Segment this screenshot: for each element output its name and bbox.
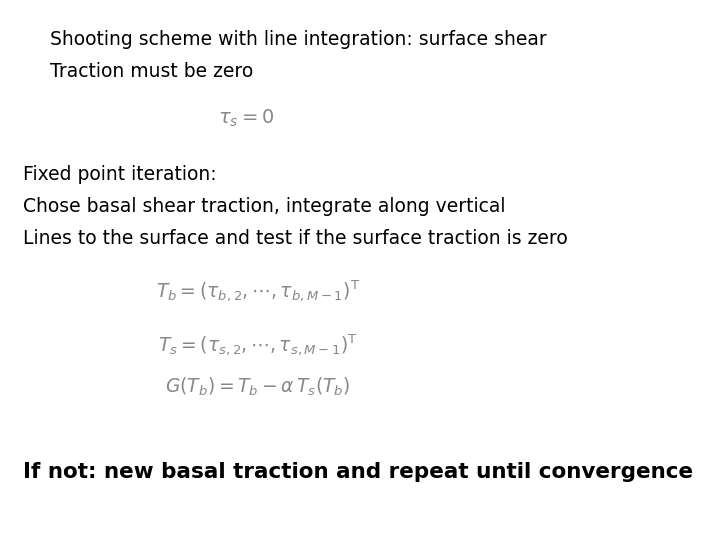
Text: $T_s = (\tau_{s,2}, \cdots, \tau_{s,M-1})^\mathrm{T}$: $T_s = (\tau_{s,2}, \cdots, \tau_{s,M-1}… [158,332,358,357]
Text: If not: new basal traction and repeat until convergence: If not: new basal traction and repeat un… [24,462,693,482]
Text: Chose basal shear traction, integrate along vertical: Chose basal shear traction, integrate al… [24,197,506,216]
Text: Fixed point iteration:: Fixed point iteration: [24,165,217,184]
Text: Shooting scheme with line integration: surface shear: Shooting scheme with line integration: s… [50,30,546,49]
Text: $\tau_s = 0$: $\tau_s = 0$ [217,108,274,129]
Text: Traction must be zero: Traction must be zero [50,62,253,81]
Text: $G(T_b) = T_b - \alpha\, T_s(T_b)$: $G(T_b) = T_b - \alpha\, T_s(T_b)$ [165,375,351,397]
Text: Lines to the surface and test if the surface traction is zero: Lines to the surface and test if the sur… [24,230,568,248]
Text: $T_b = (\tau_{b,2}, \cdots, \tau_{b,M-1})^\mathrm{T}$: $T_b = (\tau_{b,2}, \cdots, \tau_{b,M-1}… [156,278,360,303]
